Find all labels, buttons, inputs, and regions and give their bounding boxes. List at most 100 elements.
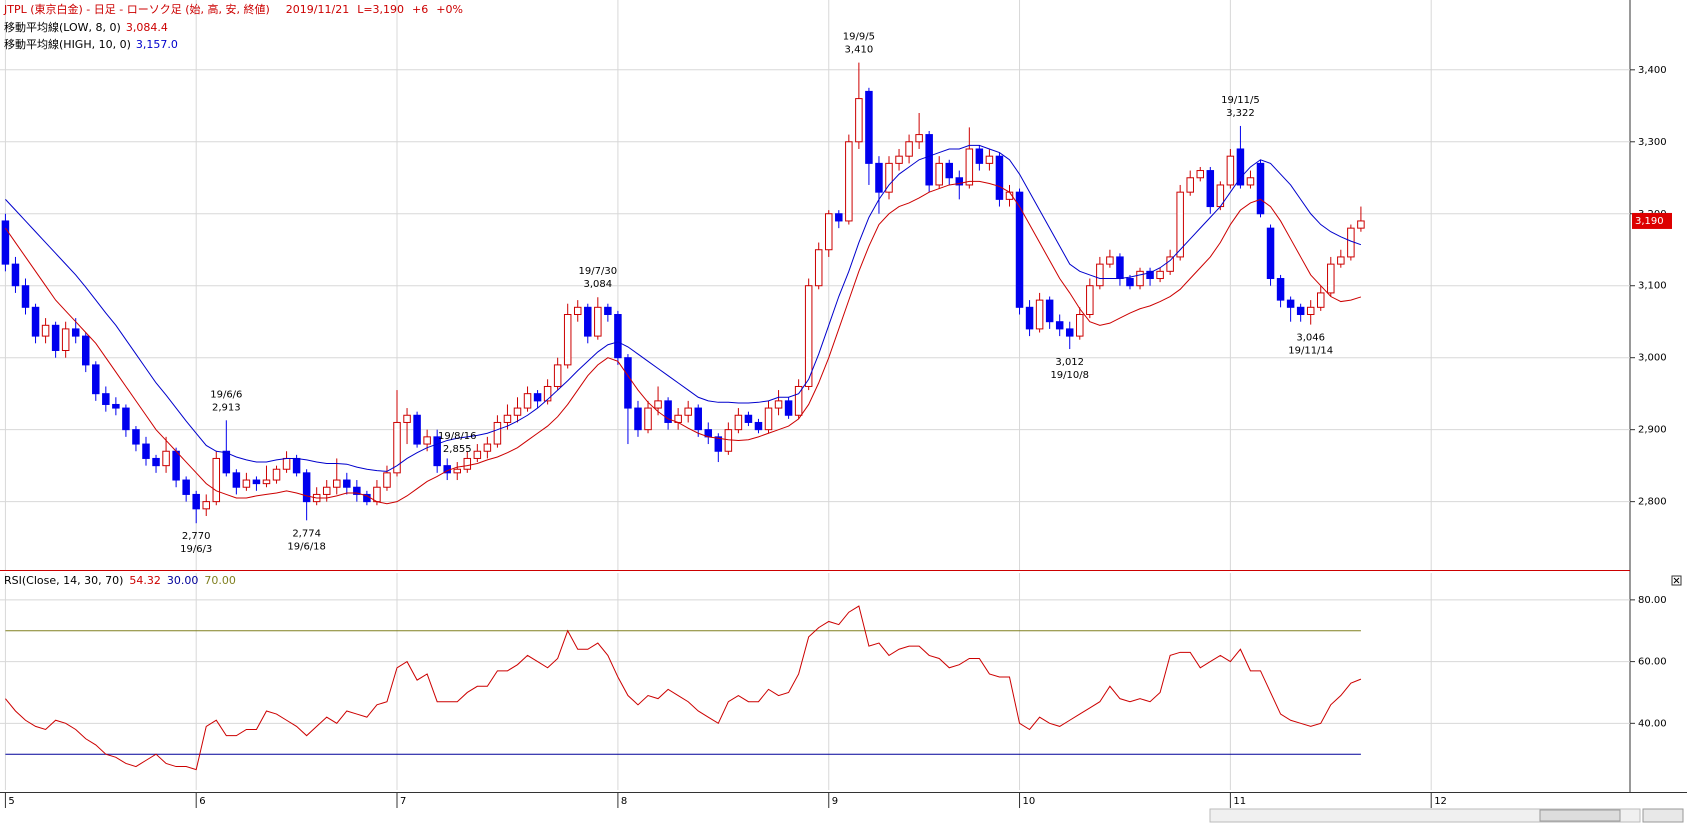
- grid: [0, 0, 1630, 790]
- candle-body: [1296, 306, 1305, 316]
- candle-body: [21, 285, 30, 308]
- candle-body: [1086, 285, 1094, 316]
- candle-body: [975, 148, 984, 164]
- x-tick-label: 9: [832, 796, 838, 807]
- candle-body: [1116, 256, 1124, 280]
- candle-body: [895, 155, 903, 164]
- candle-body: [1316, 292, 1325, 308]
- y-tick-label: 60.00: [1638, 657, 1667, 668]
- candle-body: [1276, 278, 1285, 301]
- candle-body: [1347, 227, 1355, 258]
- candle-body: [212, 457, 221, 503]
- candle-body: [945, 162, 953, 179]
- annotation-value: 3,046: [1296, 333, 1325, 344]
- candle-body: [584, 306, 592, 337]
- candle-body: [142, 443, 150, 459]
- candle-body: [41, 324, 50, 337]
- scroll-buttons[interactable]: [1642, 808, 1684, 823]
- candle-body: [905, 141, 913, 157]
- candle-body: [594, 306, 602, 337]
- candle-body: [453, 468, 462, 474]
- candle-body: [825, 213, 833, 251]
- candle-body: [1337, 256, 1345, 265]
- legend-text: 30.00: [167, 574, 199, 587]
- x-tick-label: 12: [1434, 796, 1447, 807]
- candle-body: [513, 407, 522, 416]
- annotation-value: 2,913: [212, 402, 241, 413]
- candle-body: [1025, 306, 1034, 330]
- candle-body: [835, 213, 843, 222]
- candle-body: [1196, 170, 1205, 179]
- legend-text: 3,084.4: [126, 21, 168, 34]
- candle-body: [774, 400, 783, 409]
- candle-body: [1055, 321, 1064, 330]
- candle-body: [885, 162, 893, 193]
- annotation-date: 19/11/5: [1221, 95, 1260, 106]
- candle-body: [252, 479, 261, 485]
- candle-body: [1126, 278, 1134, 287]
- legend-text: 70.00: [204, 574, 236, 587]
- x-tick-label: 11: [1233, 796, 1246, 807]
- candle-body: [242, 479, 251, 488]
- candle-body: [1357, 220, 1365, 229]
- x-tick-label: 7: [400, 796, 406, 807]
- candle-body: [353, 486, 361, 495]
- candle-body: [1176, 191, 1184, 258]
- annotation-value: 2,774: [292, 528, 321, 539]
- candle-body: [383, 472, 391, 488]
- annotation-date: 19/6/18: [287, 541, 326, 552]
- candle-body: [1256, 162, 1265, 215]
- candle-body: [51, 324, 60, 351]
- candle-body: [483, 443, 492, 452]
- candle-body: [292, 457, 301, 474]
- x-tick-label: 6: [199, 796, 205, 807]
- candle-body: [935, 162, 943, 186]
- candle-body: [1327, 263, 1335, 294]
- candle-body: [112, 403, 120, 409]
- legend-text: 移動平均線(HIGH, 10, 0): [4, 37, 131, 51]
- candle-body: [965, 148, 974, 186]
- candle-body: [1136, 270, 1144, 287]
- candle-body: [955, 177, 964, 186]
- candle-body: [162, 450, 170, 467]
- candle-body: [915, 134, 923, 143]
- candle-body: [724, 429, 733, 452]
- candle-body: [734, 414, 743, 431]
- candle-body: [664, 400, 672, 423]
- candle-body: [473, 450, 482, 459]
- candle-body: [865, 90, 873, 164]
- candle-body: [322, 486, 331, 495]
- legend-text: 54.32: [129, 574, 161, 587]
- candle-body: [202, 501, 210, 510]
- price-tag-label: 3,190: [1635, 216, 1664, 227]
- annotation-value: 3,322: [1226, 108, 1255, 119]
- candle-body: [553, 364, 562, 387]
- x-tick-label: 10: [1023, 796, 1036, 807]
- candle-body: [413, 414, 421, 445]
- candle-body: [744, 414, 753, 423]
- legend-text: +6: [412, 3, 428, 16]
- candle-body: [302, 472, 311, 503]
- rsi-line: [5, 605, 1362, 771]
- annotation-value: 2,855: [443, 444, 472, 455]
- candle-body: [102, 393, 110, 405]
- candle-body: [92, 364, 100, 395]
- candle-body: [543, 385, 552, 402]
- scroll-thumb[interactable]: [1539, 809, 1621, 822]
- candle-body: [272, 468, 281, 481]
- candle-body: [463, 457, 472, 470]
- legend-text: 移動平均線(LOW, 8, 0): [4, 20, 121, 34]
- candle-body: [1246, 177, 1255, 186]
- y-tick-label: 2,900: [1638, 425, 1667, 436]
- annotation-value: 3,012: [1055, 357, 1084, 368]
- candle-body: [1286, 299, 1295, 308]
- candle-body: [503, 414, 512, 423]
- candle-body: [644, 407, 652, 431]
- candle-body: [563, 314, 572, 366]
- candle-body: [232, 472, 241, 488]
- scrollbar[interactable]: [1209, 808, 1641, 823]
- candle-body: [1045, 299, 1054, 323]
- candle-body: [1226, 155, 1235, 186]
- candle-body: [614, 314, 622, 359]
